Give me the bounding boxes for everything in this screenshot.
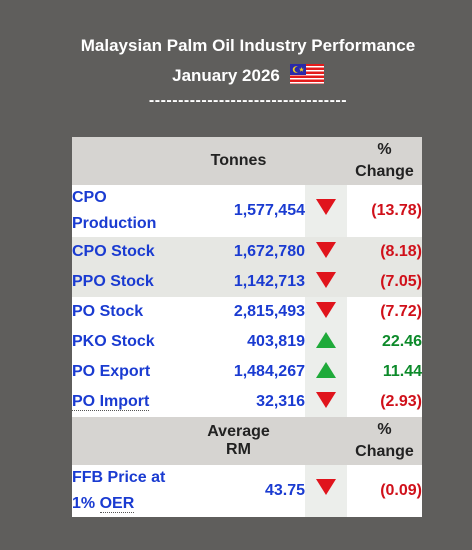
triangle-up-icon — [305, 327, 347, 357]
row-change: (7.72) — [380, 303, 422, 320]
page-subtitle: January 2026 — [0, 64, 472, 86]
row-name-cpo-stock[interactable]: CPO Stock — [72, 237, 202, 267]
triangle-down-icon — [305, 185, 347, 237]
row-change: (2.93) — [380, 393, 422, 410]
row-change: 11.44 — [382, 363, 422, 380]
table-row: PO Export 1,484,267 11.44 — [72, 357, 422, 387]
row-name-pko-stock[interactable]: PKO Stock — [72, 333, 155, 350]
row-change: (8.18) — [347, 237, 422, 267]
table-row: CPO Stock 1,672,780 (8.18) — [72, 237, 422, 267]
table-row: CPO Production 1,577,454 (13.78) — [72, 185, 422, 237]
row-name-po-export[interactable]: PO Export — [72, 363, 151, 380]
table-row: FFB Price at 1% OER 43.75 (0.09) — [72, 465, 422, 517]
triangle-up-icon — [305, 357, 347, 387]
row-change: 22.46 — [381, 333, 422, 350]
row-name-po-stock[interactable]: PO Stock — [72, 303, 144, 320]
row-name-cpo-production[interactable]: CPO Production — [72, 189, 157, 232]
column-header-tonnes: Tonnes — [72, 137, 305, 185]
row-value: 403,819 — [247, 333, 305, 350]
column-header-pct-change: % Change — [347, 137, 422, 185]
row-change: (13.78) — [371, 202, 422, 219]
table-header-row: Tonnes % Change — [72, 137, 422, 185]
row-name-ppo-stock[interactable]: PPO Stock — [72, 267, 202, 297]
table-row: PKO Stock 403,819 22.46 — [72, 327, 422, 357]
row-value: 1,672,780 — [202, 237, 305, 267]
row-name-po-import[interactable]: PO Import — [72, 393, 150, 411]
row-value: 2,815,493 — [233, 303, 305, 320]
column-header-average-rm: Average RM — [72, 417, 305, 465]
malaysia-flag-icon — [289, 64, 324, 84]
triangle-down-icon — [305, 465, 347, 517]
header-divider: ---------------------------------- — [148, 92, 348, 109]
table-row: PO Import 32,316 (2.93) — [72, 387, 422, 417]
triangle-down-icon — [305, 237, 347, 267]
row-value: 43.75 — [264, 482, 305, 499]
table-row: PO Stock 2,815,493 (7.72) — [72, 297, 422, 327]
triangle-down-icon — [305, 297, 347, 327]
report-month: January 2026 — [172, 66, 280, 85]
column-header-pct-change: % Change — [347, 417, 422, 465]
row-value: 1,484,267 — [233, 363, 305, 380]
row-change: (7.05) — [347, 267, 422, 297]
row-value: 1,577,454 — [233, 202, 305, 219]
triangle-down-icon — [305, 387, 347, 417]
row-name-ffb-price[interactable]: FFB Price at 1% OER — [72, 469, 166, 513]
triangle-down-icon — [305, 267, 347, 297]
row-value: 1,142,713 — [202, 267, 305, 297]
page-title: Malaysian Palm Oil Industry Performance — [80, 36, 416, 55]
row-value: 32,316 — [256, 393, 305, 410]
price-header-row: Average RM % Change — [72, 417, 422, 465]
table-row: PPO Stock 1,142,713 (7.05) — [72, 267, 422, 297]
row-change: (0.09) — [380, 482, 422, 499]
performance-table: Tonnes % Change CPO Production 1,577,454… — [72, 137, 422, 517]
